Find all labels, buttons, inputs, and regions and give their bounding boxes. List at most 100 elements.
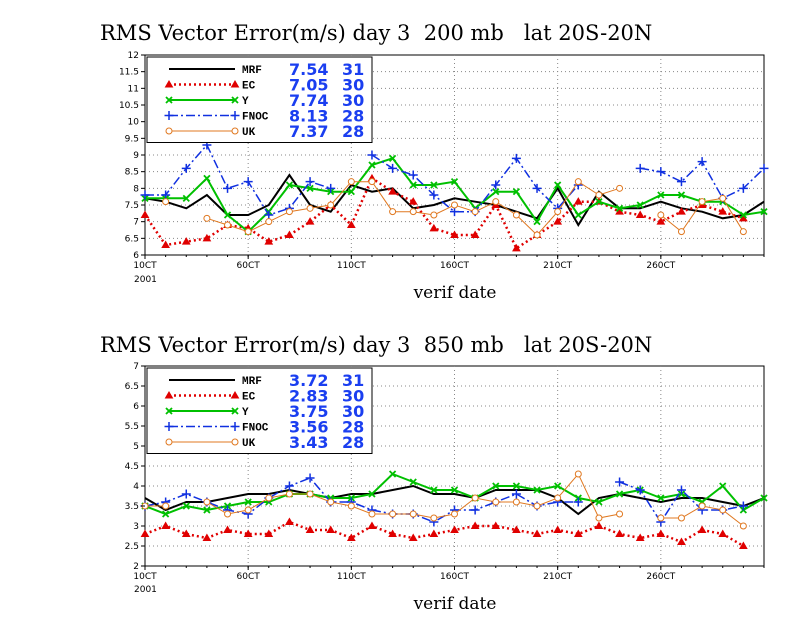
legend-marker [164,80,174,88]
data-point [574,178,582,186]
data-point [677,228,685,236]
legend-entry-mrf: MRF 3.72 31 [169,371,364,390]
data-point [408,533,418,541]
y-tick-label: 5.5 [125,422,139,432]
x-tick-label: 10CT [133,261,157,271]
data-point [595,514,603,522]
data-point [595,198,603,206]
data-point [202,233,212,242]
data-point [739,228,747,236]
x-tick-label: 160CT [440,261,469,271]
data-point [244,506,252,514]
data-point [512,211,520,219]
data-point [636,201,644,209]
data-point [533,486,541,494]
legend-score: 3.56 [289,418,328,437]
x-tick-label: 60CT [237,261,261,271]
data-point [347,502,355,510]
data-point [656,217,666,225]
data-point [430,211,438,219]
series-layer [140,470,768,549]
y-tick-label: 10.5 [119,101,139,111]
y-tick-label: 12 [128,51,139,61]
data-point [512,498,520,506]
data-point [657,514,665,522]
data-point [285,208,293,216]
data-point [285,517,294,525]
legend-name: FNOC [242,423,269,435]
data-point [759,163,769,173]
data-point [697,157,707,167]
data-point [388,154,397,162]
y-tick-label: 3 [133,522,139,532]
data-point [181,163,191,173]
panel-850mb: RMS Vector Error(m/s) day 3 850 mb lat 2… [100,333,768,614]
data-point [698,502,706,510]
x-axis-label: verif date [413,283,497,303]
data-point [718,207,728,215]
legend-entry-uk: UK 7.37 28 [165,122,364,141]
series-uk [141,470,747,530]
data-point [760,494,768,502]
data-point [615,204,624,212]
legend-marker [165,96,173,104]
series-line [144,484,765,516]
series-line [144,520,745,548]
data-point [492,482,500,490]
series-mrf [144,173,765,227]
legend-score: 7.37 [289,122,328,141]
data-point [203,214,211,222]
legend-count: 28 [342,418,364,437]
legend-entry-y: Y 3.75 30 [165,402,364,421]
y-tick-label: 10 [128,118,140,128]
legend-count: 28 [342,122,364,141]
legend-marker [231,438,239,446]
data-point [409,478,417,486]
legend-score: 7.74 [289,91,328,110]
data-point [284,481,294,491]
data-point [450,207,459,217]
data-point [389,208,397,216]
y-tick-label: 6.5 [125,234,139,244]
data-point [202,533,212,541]
x-tick-label: 10CT [133,572,157,582]
data-point [244,228,252,236]
y-tick-label: 8.5 [125,168,139,178]
data-point [223,525,232,533]
data-point [327,201,335,209]
legend-name: MRF [242,65,262,77]
data-point [305,177,315,187]
data-point [470,230,480,238]
data-point [408,197,418,205]
legend-name: Y [242,407,249,419]
data-point [430,181,438,189]
tick-layer: 2 2.5 3 3.5 4 4.5 5 5.5 6 6.5 7 10CT 60CT 110CT 160CT 2… [125,362,765,582]
data-point [409,181,417,189]
data-point [657,191,665,199]
data-point [451,201,458,209]
data-point [326,525,336,533]
legend: MRF 3.72 31 EC 2.83 30 Y 3.75 30 FNOC 3.56 28 UK 3.43… [146,367,373,454]
legend-name: UK [242,127,256,139]
legend-marker [164,422,174,431]
series-ec [140,517,748,549]
data-point [615,490,624,498]
legend-count: 31 [342,60,364,79]
data-point [285,181,294,189]
data-point [430,514,438,522]
data-point [203,174,211,182]
data-point [595,498,603,506]
data-point [553,217,563,225]
data-point [161,510,170,518]
data-point [306,184,314,192]
data-point [738,183,748,193]
data-point [615,529,624,537]
legend-count: 30 [342,387,364,406]
y-tick-label: 2.5 [125,542,139,552]
data-point [697,525,707,533]
legend-marker [164,111,174,120]
data-point [430,486,438,494]
panel-200mb: RMS Vector Error(m/s) day 3 200 mb lat 2… [100,21,769,303]
data-point [532,183,542,193]
data-point [511,153,521,163]
